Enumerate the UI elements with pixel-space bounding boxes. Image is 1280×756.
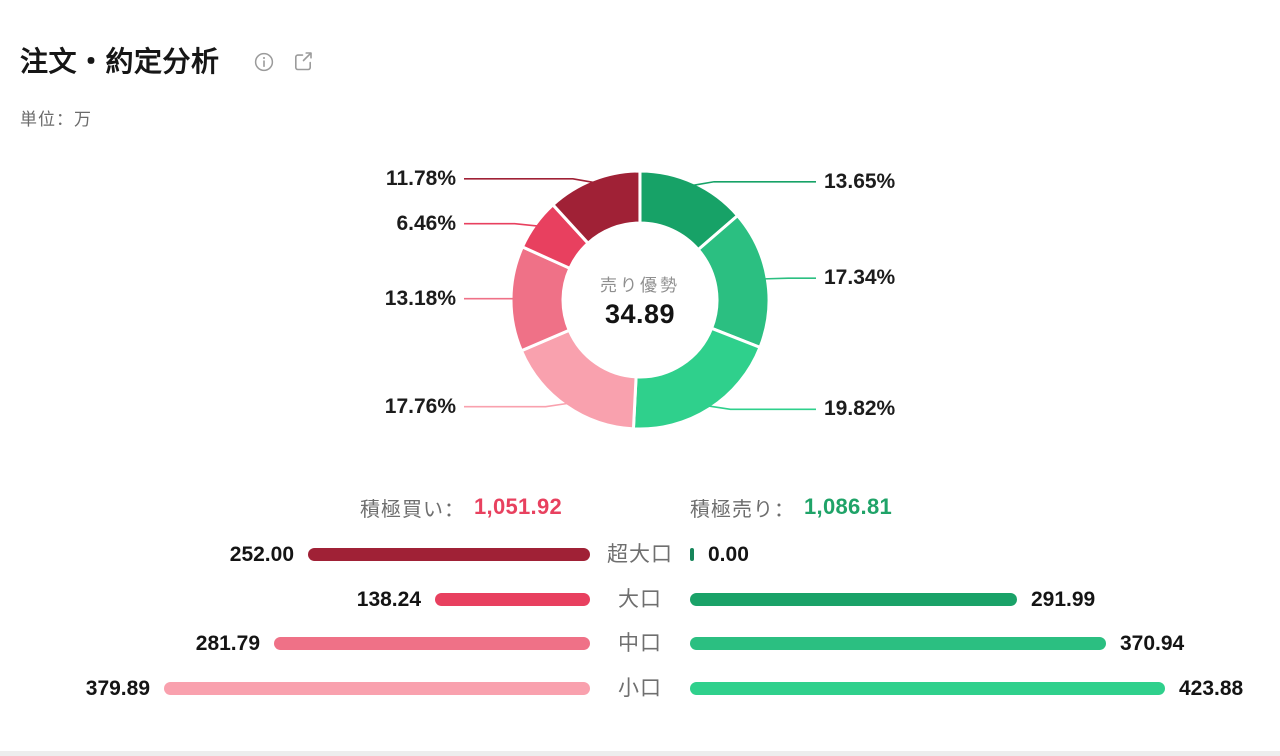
donut-center-value: 34.89 [604, 299, 676, 329]
bar-row-大口: 138.24 大口 291.99 [0, 578, 1280, 622]
donut-percent-label-2: 19.82% [824, 397, 896, 421]
active-sell-label: 積極売り： [690, 498, 795, 521]
bar-row-超大口: 252.00 超大口 0.00 [0, 533, 1280, 577]
leader-line-1 [764, 277, 816, 280]
sell-value: 423.88 [1179, 676, 1244, 700]
active-buy-value: 1,051.92 [474, 494, 563, 519]
category-label: 超大口 [607, 543, 673, 566]
buy-bar [164, 681, 590, 695]
sell-value: 291.99 [1031, 587, 1096, 611]
category-label: 大口 [618, 587, 662, 611]
active-buy-total: 積極買い： 1,051.92 [360, 493, 562, 521]
sell-bar [690, 548, 694, 561]
buy-value: 379.89 [85, 676, 150, 700]
donut-percent-label-0: 13.65% [824, 169, 896, 193]
bar-row-中口: 281.79 中口 370.94 [0, 622, 1280, 666]
leader-line-6 [464, 178, 595, 184]
active-buy-label: 積極買い： [360, 498, 465, 521]
donut-chart [464, 169, 816, 431]
leader-line-2 [708, 405, 816, 411]
donut-segment-2 [631, 326, 762, 431]
info-icon[interactable] [254, 52, 274, 77]
sell-bar [690, 681, 1165, 695]
donut-percent-label-3: 17.76% [384, 394, 456, 418]
sell-value: 0.00 [708, 543, 749, 566]
donut-segment-3 [519, 328, 638, 431]
donut-segment-6 [551, 169, 642, 245]
category-label: 中口 [618, 632, 662, 655]
buy-bar [435, 592, 590, 606]
buy-value: 138.24 [356, 587, 421, 611]
unit-label: 単位：万 [20, 110, 92, 129]
leader-line-3 [464, 402, 569, 408]
buy-value: 281.79 [195, 632, 260, 655]
leader-line-5 [464, 222, 539, 227]
buy-sell-bar-chart: 252.00 超大口 0.00 138.24 大口 291.99 281.79 中口 370.9… [0, 533, 1280, 713]
category-label: 小口 [618, 676, 662, 700]
buy-bar [274, 637, 590, 650]
donut-percent-label-5: 6.46% [396, 211, 456, 235]
buy-value: 252.00 [229, 543, 294, 566]
leader-line-0 [692, 180, 816, 187]
sell-bar [690, 637, 1106, 650]
active-sell-value: 1,086.81 [804, 494, 893, 519]
share-icon[interactable] [292, 50, 314, 77]
active-sell-total: 積極売り： 1,086.81 [690, 493, 892, 521]
donut-percent-label-6: 11.78% [385, 166, 456, 190]
page-title: 注文・約定分析 [20, 46, 220, 77]
buy-bar [308, 548, 590, 561]
sell-value: 370.94 [1120, 632, 1185, 655]
bottom-edge-divider [0, 751, 1280, 756]
sell-bar [690, 592, 1017, 606]
donut-percent-label-1: 17.34% [824, 266, 896, 290]
donut-center-label: 売り優勢 [600, 276, 680, 295]
donut-percent-label-4: 13.18% [384, 286, 456, 310]
bar-row-小口: 379.89 小口 423.88 [0, 667, 1280, 711]
